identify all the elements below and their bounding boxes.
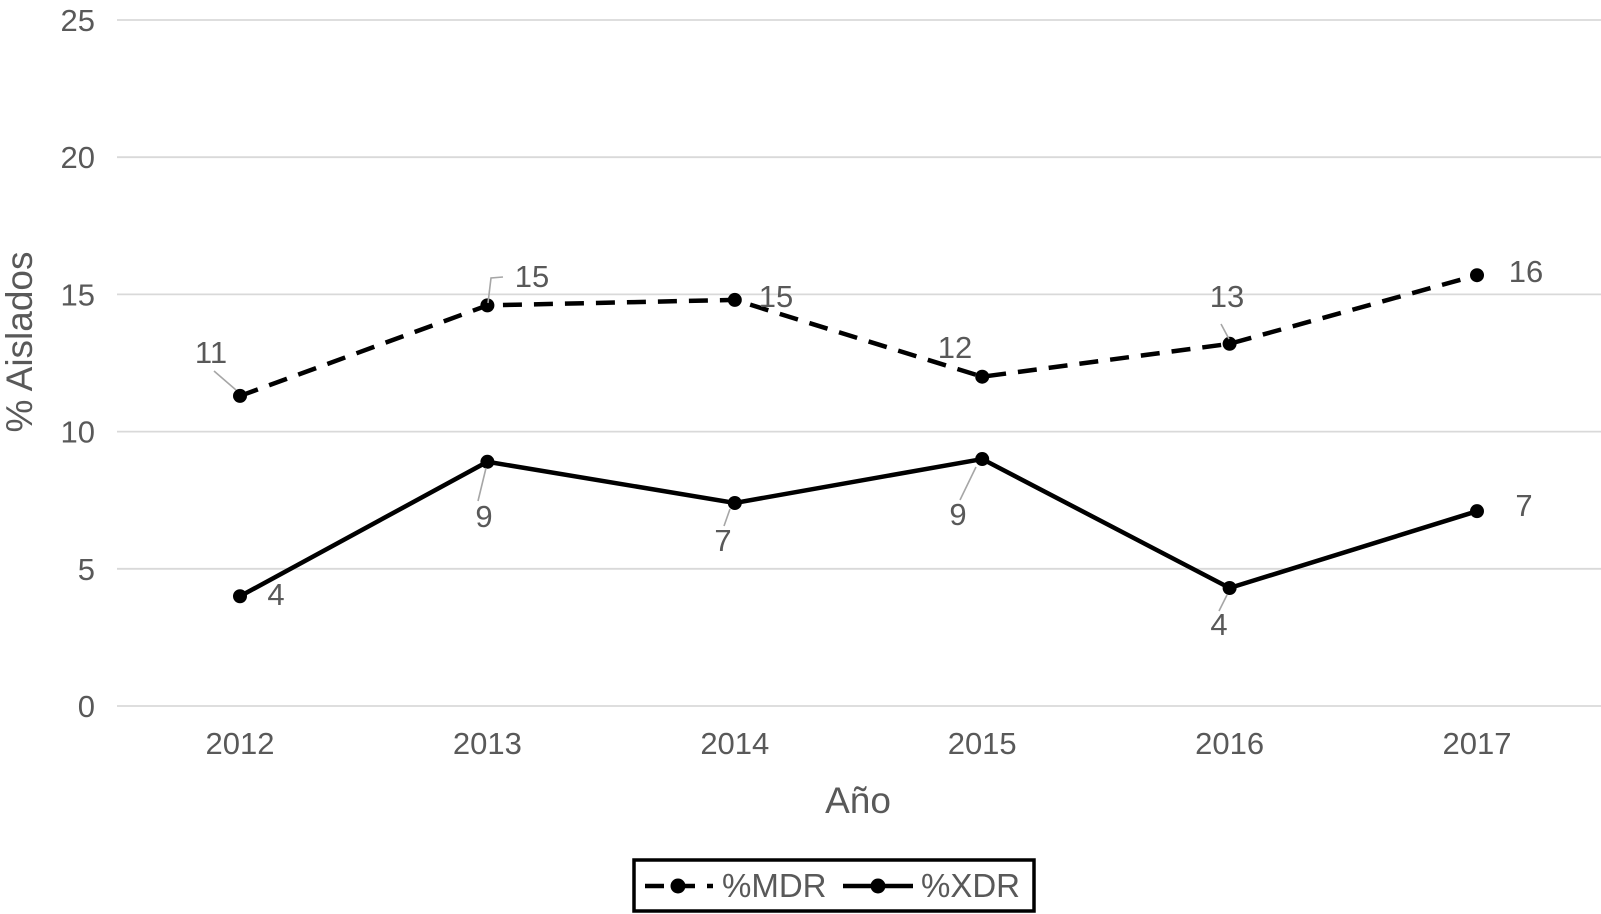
data-label: 13 — [1210, 279, 1244, 314]
data-point-xdr — [233, 589, 247, 604]
y-tick-label: 25 — [61, 3, 95, 38]
label-leader-line — [1220, 323, 1230, 340]
x-tick-label: 2012 — [206, 726, 275, 761]
y-tick-label: 10 — [61, 415, 95, 450]
label-leader-line — [477, 467, 487, 502]
data-point-mdr — [480, 298, 495, 313]
x-tick-label: 2014 — [700, 726, 769, 761]
data-point-mdr — [1222, 336, 1237, 351]
data-label: 7 — [714, 523, 731, 558]
data-label: 9 — [949, 497, 966, 532]
legend: %MDR %XDR — [632, 858, 1036, 913]
series-line-xdr — [238, 456, 1478, 599]
data-label: 11 — [195, 335, 227, 370]
label-leader-line — [723, 508, 731, 527]
legend-swatch-xdr-solid-line-icon — [843, 878, 913, 894]
data-point-xdr — [727, 495, 742, 510]
data-point-mdr — [1470, 268, 1484, 283]
data-point-xdr — [1470, 504, 1484, 519]
y-tick-label: 5 — [78, 552, 95, 587]
label-leader-line — [1218, 594, 1228, 612]
data-label: 7 — [1515, 488, 1532, 523]
data-point-xdr — [480, 454, 495, 469]
legend-label-xdr: %XDR — [921, 867, 1020, 904]
label-leader-line — [487, 276, 504, 304]
data-labels: 11 15 15 12 13 16 4 9 7 9 4 7 — [195, 254, 1543, 642]
data-label: 4 — [1210, 607, 1227, 642]
y-axis-title: % Aislados — [0, 252, 40, 433]
legend-label-mdr: %MDR — [722, 867, 827, 904]
gridlines — [117, 19, 1601, 707]
legend-border — [632, 858, 1036, 913]
y-tick-label: 0 — [78, 689, 95, 724]
y-tick-label: 20 — [61, 140, 95, 175]
x-tick-label: 2013 — [453, 726, 522, 761]
data-label: 9 — [475, 499, 492, 534]
x-axis-tick-labels: 2012 2013 2014 2015 2016 2017 — [206, 726, 1512, 761]
data-label: 16 — [1509, 254, 1543, 289]
x-tick-label: 2015 — [948, 726, 1017, 761]
data-point-mdr — [975, 369, 990, 384]
data-point-mdr — [727, 292, 742, 307]
data-point-mdr — [233, 388, 247, 403]
x-tick-label: 2016 — [1195, 726, 1264, 761]
y-axis-tick-labels: 0 5 10 15 20 25 — [61, 3, 95, 724]
series-line-mdr — [239, 273, 1478, 399]
y-tick-label: 15 — [61, 277, 95, 312]
x-tick-label: 2017 — [1443, 726, 1512, 761]
data-label: 15 — [515, 259, 549, 294]
data-label: 12 — [938, 330, 972, 365]
x-axis-title: Año — [825, 780, 891, 821]
data-label: 15 — [759, 279, 793, 314]
data-label: 4 — [267, 577, 284, 612]
label-leader-line — [213, 370, 237, 391]
data-point-xdr — [1222, 581, 1237, 596]
label-leader-line — [959, 466, 977, 501]
data-point-xdr — [975, 452, 990, 467]
series-lines — [233, 268, 1484, 604]
legend-swatch-mdr-dashed-line-icon — [645, 878, 713, 894]
